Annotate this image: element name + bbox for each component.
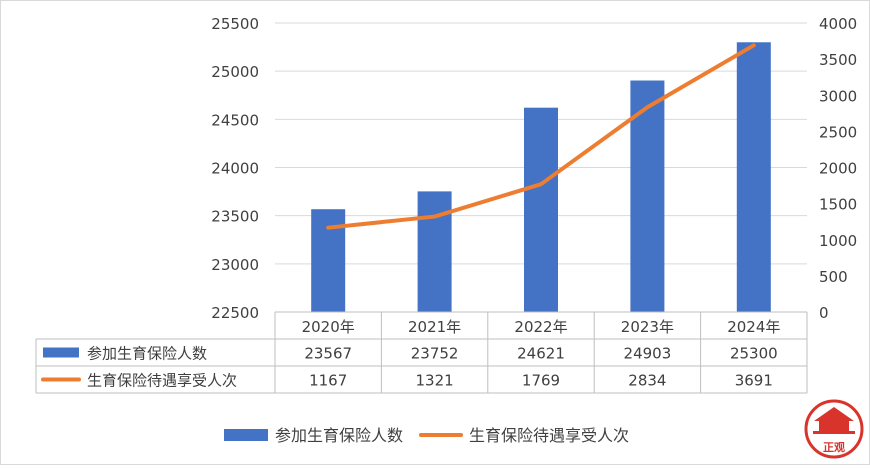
bar — [736, 42, 771, 313]
legend-swatch-bar — [224, 429, 268, 441]
left-tick-label: 24500 — [211, 111, 259, 129]
line-point — [753, 44, 755, 46]
table-value: 23752 — [411, 345, 459, 363]
right-tick-label: 2000 — [819, 160, 857, 178]
table-value: 1321 — [416, 372, 454, 390]
pavilion-roof-icon — [814, 407, 854, 421]
line-point — [327, 227, 329, 229]
left-tick-label: 24000 — [211, 160, 259, 178]
watermark-text: 正观 — [823, 441, 845, 454]
table-value: 24621 — [517, 345, 565, 363]
table-value: 3691 — [735, 372, 773, 390]
pavilion-body-icon — [819, 421, 849, 431]
left-tick-label: 25000 — [211, 63, 259, 81]
bar — [417, 191, 452, 312]
table-value: 23567 — [304, 345, 352, 363]
bar-series — [311, 42, 771, 313]
table-series-name: 生育保险待遇享受人次 — [87, 372, 237, 390]
category-label: 2021年 — [408, 318, 461, 336]
left-axis-ticks: 22500 23000 23500 24000 24500 25000 25500 — [211, 15, 259, 322]
table-value: 24903 — [624, 345, 672, 363]
category-label: 2024年 — [727, 318, 780, 336]
right-tick-label: 1000 — [819, 232, 857, 250]
line-point — [646, 106, 648, 108]
category-label: 2022年 — [514, 318, 567, 336]
bar — [524, 107, 558, 312]
right-tick-label: 3500 — [819, 51, 857, 69]
watermark-logo: 正观 — [804, 399, 864, 459]
right-tick-label: 3000 — [819, 87, 857, 105]
right-axis-ticks: 0 500 1000 1500 2000 2500 3000 3500 4000 — [819, 15, 857, 322]
right-tick-label: 0 — [819, 304, 829, 322]
legend-label: 生育保险待遇享受人次 — [469, 426, 629, 445]
table-series-name: 参加生育保险人数 — [87, 345, 207, 363]
legend: 参加生育保险人数 生育保险待遇享受人次 — [224, 426, 629, 445]
right-tick-label: 500 — [819, 268, 848, 286]
table-value: 1769 — [522, 372, 560, 390]
category-label: 2020年 — [302, 318, 355, 336]
right-tick-label: 1500 — [819, 196, 857, 214]
table-value: 2834 — [628, 372, 666, 390]
line-point — [540, 183, 542, 185]
left-tick-label: 23500 — [211, 208, 259, 226]
right-tick-label: 2500 — [819, 123, 857, 141]
line-series — [326, 43, 756, 230]
left-tick-label: 25500 — [211, 15, 259, 33]
right-tick-label: 4000 — [819, 15, 857, 33]
category-label: 2023年 — [621, 318, 674, 336]
bar — [630, 80, 665, 312]
table-value: 1167 — [309, 372, 347, 390]
legend-label: 参加生育保险人数 — [275, 426, 403, 445]
left-tick-label: 22500 — [211, 304, 259, 322]
line-point — [434, 216, 436, 218]
table-value: 25300 — [730, 345, 778, 363]
pavilion-base-icon — [813, 431, 855, 434]
table-legend-swatch — [43, 347, 79, 358]
left-tick-label: 23000 — [211, 256, 259, 274]
